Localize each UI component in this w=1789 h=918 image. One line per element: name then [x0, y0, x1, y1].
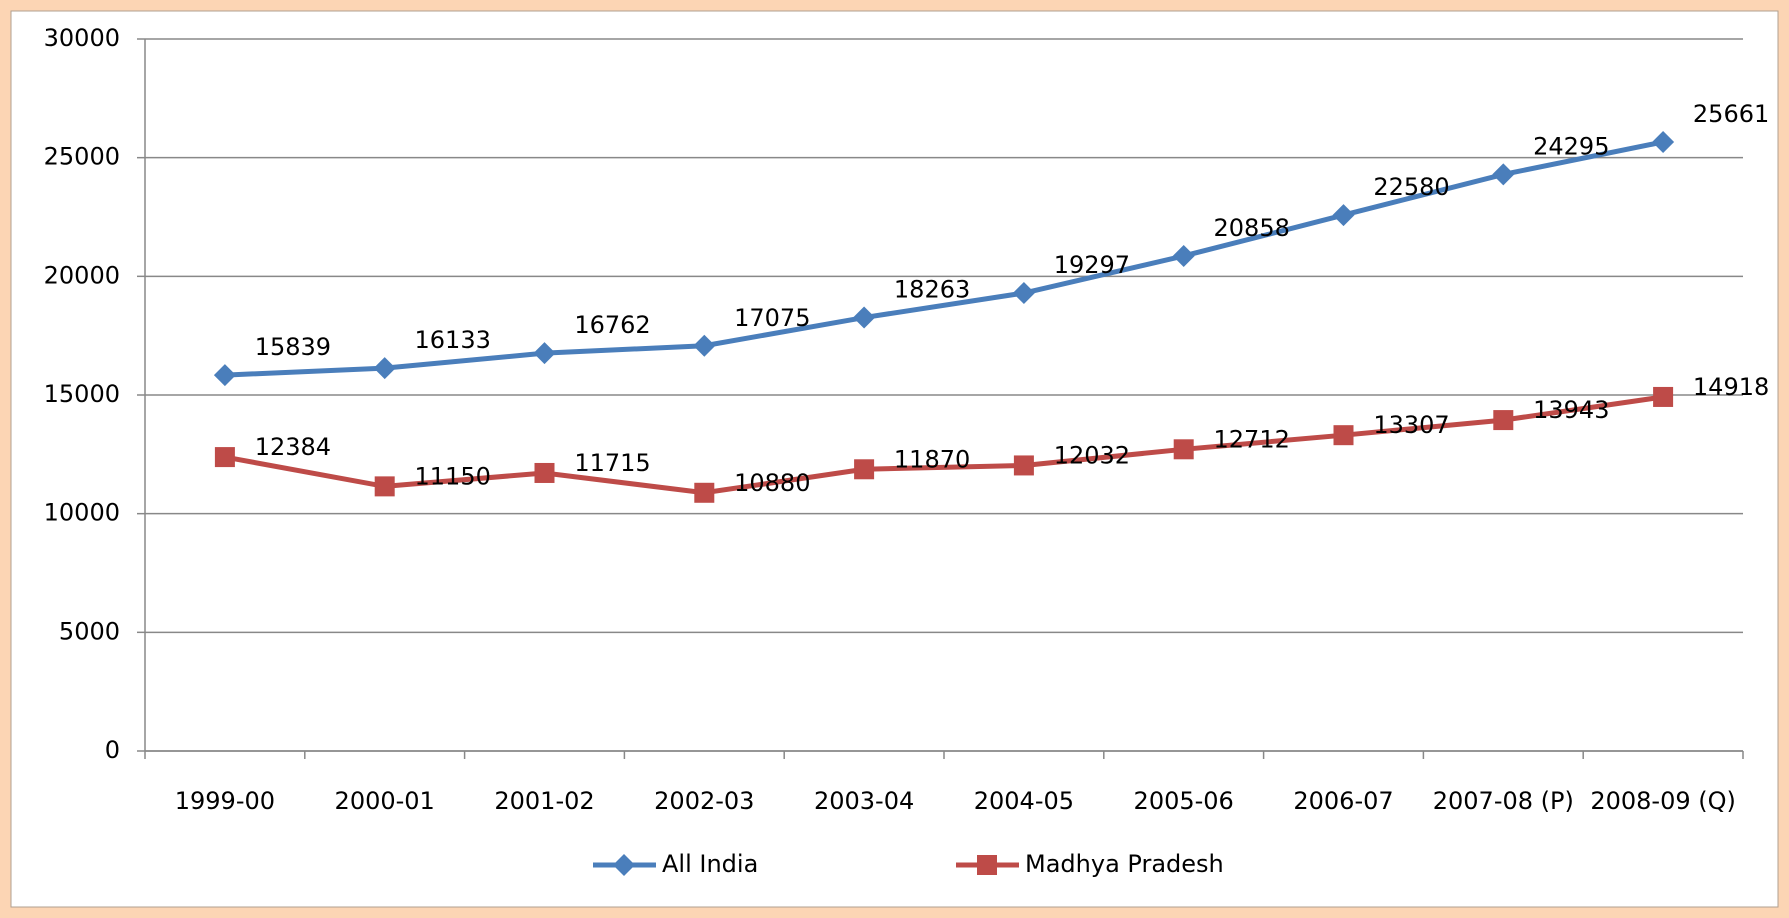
- data-point: [533, 342, 556, 365]
- data-label: 20858: [1214, 214, 1290, 242]
- data-point: [214, 447, 235, 468]
- series-line: [224, 139, 1664, 378]
- data-point: [1013, 455, 1034, 476]
- x-tick-label: 2003-04: [814, 787, 914, 815]
- series-line: [224, 394, 1664, 496]
- y-tick-label: 20000: [44, 261, 120, 289]
- data-point: [853, 306, 876, 329]
- data-label: 12032: [1054, 441, 1130, 469]
- data-point: [1172, 244, 1195, 267]
- x-tick-label: 2001-02: [494, 787, 594, 815]
- data-point: [1493, 410, 1514, 431]
- data-point: [373, 357, 396, 380]
- data-label: 11870: [894, 445, 970, 473]
- data-point: [694, 482, 715, 503]
- x-tick-label: 1999-00: [175, 787, 275, 815]
- data-label: 14918: [1693, 373, 1769, 401]
- legend-marker: [613, 854, 635, 876]
- x-tick-label: 2006-07: [1293, 787, 1393, 815]
- data-label: 15839: [255, 333, 331, 361]
- data-label: 17075: [734, 304, 810, 332]
- y-tick-label: 0: [105, 736, 120, 764]
- data-point: [1492, 163, 1515, 186]
- x-tick-label: 2000-01: [335, 787, 435, 815]
- y-tick-label: 10000: [44, 499, 120, 527]
- data-label: 10880: [734, 469, 810, 497]
- data-label: 24295: [1533, 132, 1609, 160]
- data-point: [854, 459, 875, 480]
- data-point: [213, 364, 236, 387]
- x-tick-label: 2008-09 (Q): [1590, 787, 1736, 815]
- x-tick-label: 2005-06: [1134, 787, 1234, 815]
- legend-label: Madhya Pradesh: [1025, 850, 1224, 878]
- data-label: 19297: [1054, 251, 1130, 279]
- data-point: [1332, 204, 1355, 227]
- legend-label: All India: [662, 850, 758, 878]
- data-label: 18263: [894, 276, 970, 304]
- data-point: [1012, 282, 1035, 305]
- data-label: 13943: [1533, 396, 1609, 424]
- data-label: 13307: [1373, 411, 1449, 439]
- x-tick-label: 2007-08 (P): [1433, 787, 1574, 815]
- x-tick-label: 2002-03: [654, 787, 754, 815]
- data-label: 16133: [415, 326, 491, 354]
- data-label: 12384: [255, 433, 331, 461]
- data-point: [1653, 386, 1674, 407]
- y-tick-label: 5000: [59, 617, 120, 645]
- data-point: [534, 462, 555, 483]
- y-tick-label: 15000: [44, 380, 120, 408]
- data-point: [1333, 425, 1354, 446]
- data-label: 22580: [1373, 173, 1449, 201]
- data-label: 16762: [574, 311, 650, 339]
- data-point: [1173, 439, 1194, 460]
- data-label: 12712: [1214, 425, 1290, 453]
- y-tick-label: 25000: [44, 143, 120, 171]
- data-point: [1652, 130, 1675, 153]
- y-tick-label: 30000: [44, 24, 120, 52]
- data-point: [374, 476, 395, 497]
- data-point: [693, 334, 716, 357]
- data-label: 11150: [415, 462, 491, 490]
- legend-marker: [977, 855, 997, 875]
- data-label: 25661: [1693, 100, 1769, 128]
- x-tick-label: 2004-05: [974, 787, 1074, 815]
- data-label: 11715: [574, 449, 650, 477]
